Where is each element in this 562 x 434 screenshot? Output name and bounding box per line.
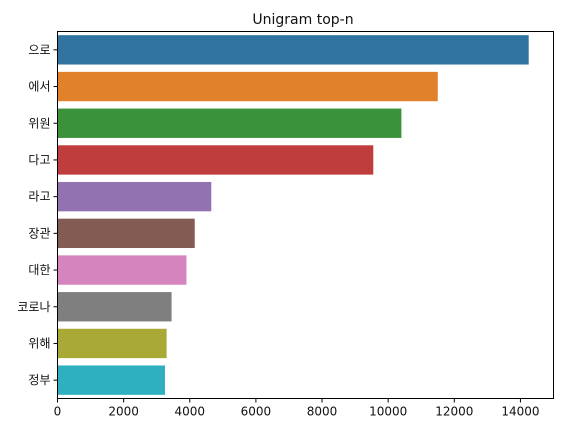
x-tick-label: 4000: [174, 405, 205, 419]
bar-3: [57, 145, 374, 175]
y-tick-label: 위원: [28, 116, 50, 130]
bar-4: [57, 181, 212, 212]
x-tick-label: 8000: [307, 405, 338, 419]
bar-8: [57, 328, 167, 359]
bar-0: [57, 35, 529, 65]
x-ticks: 0 2000 4000 6000 8000 10000 12000 14000: [54, 398, 540, 419]
bar-6: [57, 255, 187, 285]
x-tick-label: 6000: [241, 405, 272, 419]
bar-7: [57, 292, 172, 322]
y-tick-label: 위해: [28, 336, 50, 350]
y-tick-label: 으로: [28, 43, 50, 57]
bars-group: [57, 35, 529, 395]
y-tick-label: 코로나: [17, 300, 50, 314]
y-tick-label: 정부: [28, 373, 50, 387]
bar-2: [57, 108, 402, 138]
x-tick-label: 2000: [108, 405, 139, 419]
bar-5: [57, 218, 195, 249]
chart-title: Unigram top-n: [252, 12, 353, 28]
axes-frame: [57, 31, 554, 399]
y-tick-label: 장관: [28, 226, 50, 240]
bar-9: [57, 365, 165, 395]
y-tick-label: 라고: [28, 190, 50, 204]
y-tick-label: 대한: [28, 263, 50, 277]
y-tick-label: 에서: [28, 80, 50, 94]
x-tick-label: 14000: [501, 405, 539, 419]
x-tick-label: 0: [54, 405, 62, 419]
x-tick-label: 10000: [369, 405, 407, 419]
x-tick-label: 12000: [435, 405, 473, 419]
bar-1: [57, 71, 438, 102]
y-tick-label: 다고: [28, 153, 50, 167]
